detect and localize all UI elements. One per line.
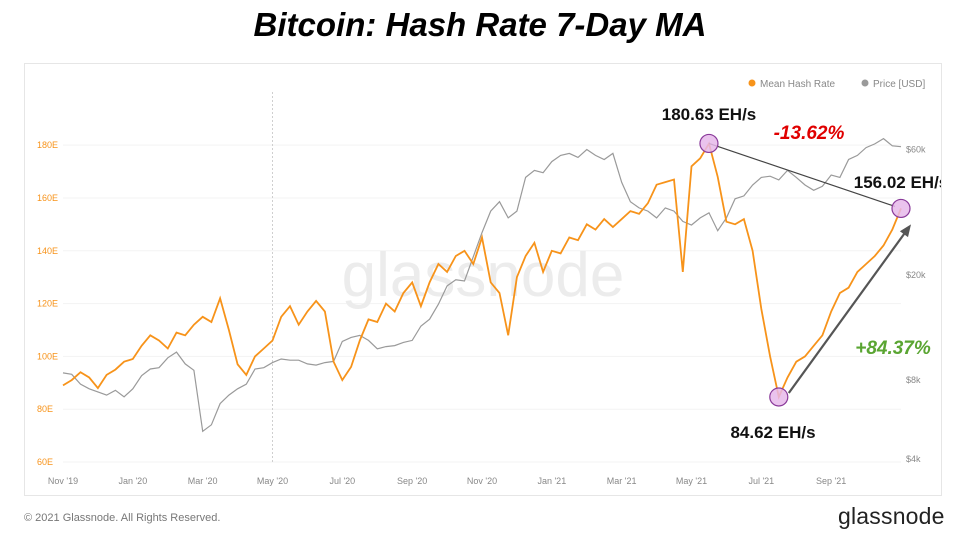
x-axis-tick-label: May '21 — [676, 476, 707, 486]
x-axis-tick-label: Jul '20 — [329, 476, 355, 486]
x-axis-tick-label: Nov '19 — [48, 476, 78, 486]
x-axis-tick-label: Jan '20 — [118, 476, 147, 486]
gain-arrow-head — [899, 224, 911, 238]
right-axis-ticks: $4k $8k $20k $60k — [906, 145, 926, 465]
x-axis-tick-label: Sep '21 — [816, 476, 846, 486]
drop-percentage-label: -13.62% — [774, 123, 845, 144]
left-axis-tick-label: 120E — [37, 299, 58, 309]
legend-hash-rate-label: Mean Hash Rate — [760, 79, 835, 90]
brand-logo-text: glassnode — [838, 503, 945, 529]
price-series-line — [62, 137, 902, 433]
legend-hash-rate-swatch — [748, 79, 756, 87]
left-axis-tick-label: 60E — [37, 457, 53, 467]
hash-rate-chart: glassnode 60E 80E 100E 120E 140E 160E 180E $4k… — [37, 79, 941, 486]
gain-percentage-label: +84.37% — [855, 338, 931, 359]
left-axis-tick-label: 100E — [37, 351, 58, 361]
left-axis-tick-label: 160E — [37, 193, 58, 203]
peak-trough-markers — [699, 133, 911, 407]
x-axis-ticks: Nov '19 Jan '20 Mar '20 May '20 Jul '20 Sep '… — [48, 476, 846, 486]
left-axis-tick-label: 140E — [37, 246, 58, 256]
marker-circle — [769, 387, 789, 407]
right-axis-tick-label: $4k — [906, 454, 921, 464]
right-axis-tick-label: $60k — [906, 145, 926, 155]
peak-value-label: 180.63 EH/s — [662, 105, 757, 124]
trough-value-label: 84.62 EH/s — [730, 423, 815, 442]
left-axis-tick-label: 80E — [37, 404, 53, 414]
x-axis-tick-label: May '20 — [257, 476, 288, 486]
legend-price-label: Price [USD] — [873, 79, 925, 90]
current-value-label: 156.02 EH/s — [854, 173, 941, 192]
hash-rate-series-line — [62, 141, 902, 400]
watermark-text: glassnode — [342, 241, 625, 310]
gain-arrow-line — [787, 231, 907, 394]
chart-title: Bitcoin: Hash Rate 7-Day MA — [253, 6, 707, 43]
x-axis-tick-label: Jan '21 — [537, 476, 566, 486]
x-axis-tick-label: Jul '21 — [748, 476, 774, 486]
x-axis-tick-label: Sep '20 — [397, 476, 427, 486]
copyright-text: © 2021 Glassnode. All Rights Reserved. — [24, 512, 221, 524]
right-axis-tick-label: $8k — [906, 375, 921, 385]
legend: Mean Hash Rate Price [USD] — [748, 79, 925, 90]
left-axis-tick-label: 180E — [37, 140, 58, 150]
marker-circle — [891, 198, 911, 219]
right-axis-tick-label: $20k — [906, 270, 926, 280]
left-axis-ticks: 60E 80E 100E 120E 140E 160E 180E — [37, 140, 58, 467]
marker-circle — [699, 133, 719, 154]
legend-price-swatch — [861, 79, 869, 87]
chart-frame: glassnode 60E 80E 100E 120E 140E 160E 180E $4k… — [24, 63, 942, 496]
drop-connector-line — [708, 142, 896, 208]
x-axis-tick-label: Mar '20 — [188, 476, 218, 486]
x-axis-tick-label: Mar '21 — [607, 476, 637, 486]
grid — [63, 144, 901, 463]
x-axis-tick-label: Nov '20 — [467, 476, 497, 486]
